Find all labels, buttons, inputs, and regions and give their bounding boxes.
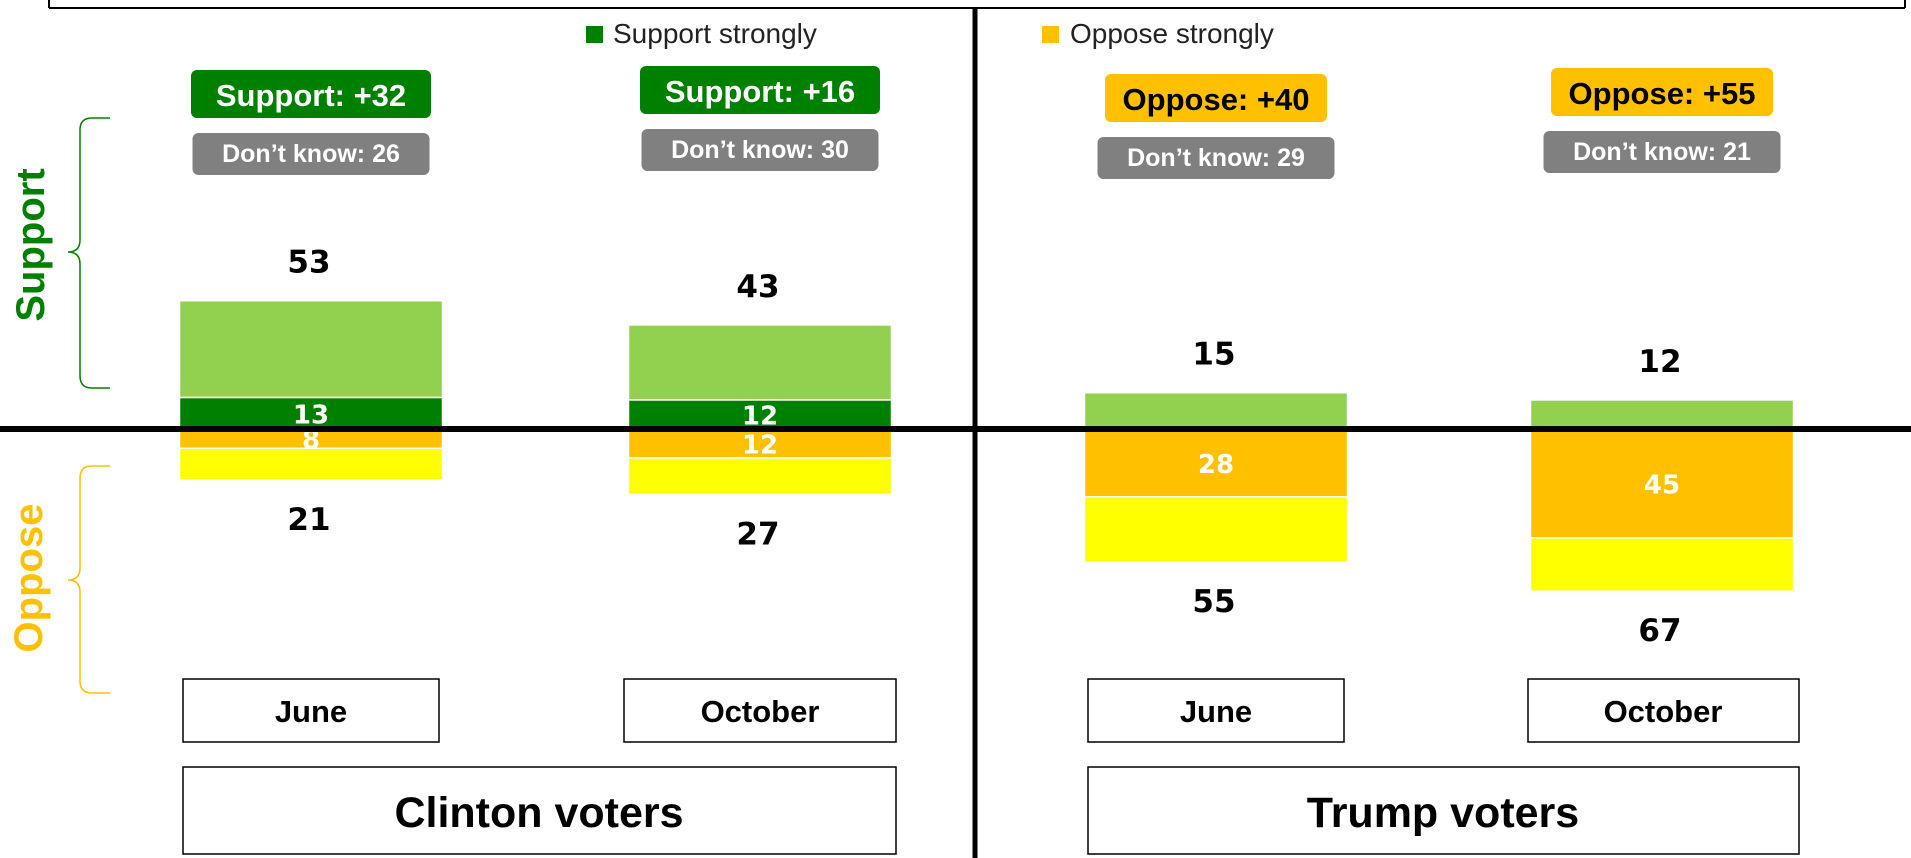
legend-label-oppose-strongly: Oppose strongly (1070, 18, 1274, 49)
bar-support-strongly-0-0 (178, 396, 444, 430)
bar-oppose-other-1-1 (1529, 537, 1795, 592)
group-box-trump (1087, 766, 1800, 855)
net-label-0-1: Support: +16 (665, 74, 855, 109)
dont-know-label-0-0: Don’t know: 26 (222, 140, 400, 168)
dont-know-badge-1-1 (1543, 131, 1781, 173)
dont-know-badge-0-0 (192, 133, 430, 175)
legend-swatch-oppose-strongly (1042, 26, 1059, 43)
label-support-strongly-0-0: 13 (293, 400, 329, 430)
net-badge-1-0 (1105, 74, 1327, 122)
dont-know-label-1-1: Don’t know: 21 (1573, 138, 1751, 166)
period-labels: June October June October (182, 678, 1800, 743)
bar-support-other-1-1 (1529, 399, 1795, 430)
label-oppose-strongly-1-1: 45 (1644, 470, 1680, 500)
bar-oppose-strongly-1-1 (1529, 428, 1795, 539)
net-badge-0-0 (191, 70, 431, 118)
bar-support-other-1-0 (1083, 391, 1349, 430)
period-box-trump-october (1527, 678, 1800, 743)
bar-support-other-0-0 (178, 299, 444, 399)
period-label-clinton-october: October (701, 694, 820, 729)
net-label-1-0: Oppose: +40 (1123, 82, 1310, 117)
group-box-clinton (182, 766, 897, 855)
legend: Support strongly Oppose strongly (586, 18, 1274, 49)
net-label-1-1: Oppose: +55 (1569, 76, 1756, 111)
dont-know-label-1-0: Don’t know: 29 (1127, 144, 1305, 172)
bars-layer: 138 53 21 Support: +32 Don’t know: 26 12 12 43 2… (178, 66, 1795, 649)
label-oppose-total-0-1: 27 (736, 516, 779, 552)
label-oppose-strongly-0-0: 8 (302, 426, 320, 456)
group-label-trump: Trump voters (1307, 789, 1579, 837)
net-badge-1-1 (1551, 68, 1773, 116)
legend-label-support-strongly: Support strongly (613, 18, 817, 49)
label-oppose-total-1-0: 55 (1192, 584, 1235, 620)
period-label-clinton-june: June (275, 694, 347, 729)
dont-know-label-0-1: Don’t know: 30 (671, 136, 849, 164)
label-support-total-1-1: 12 (1638, 344, 1681, 380)
label-oppose-strongly-1-0: 28 (1198, 450, 1234, 480)
oppose-brace (67, 465, 110, 694)
period-label-trump-june: June (1180, 694, 1252, 729)
bar-oppose-other-1-0 (1083, 496, 1349, 563)
bar-oppose-strongly-1-0 (1083, 428, 1349, 498)
label-support-total-0-1: 43 (736, 269, 779, 305)
support-brace (67, 117, 110, 389)
legend-swatch-support-strongly (586, 26, 603, 43)
group-label-clinton: Clinton voters (394, 789, 683, 837)
label-support-total-1-0: 15 (1192, 337, 1235, 373)
net-label-0-0: Support: +32 (216, 78, 406, 113)
label-oppose-total-1-1: 67 (1638, 613, 1681, 649)
support-axis-label: Support (9, 168, 53, 321)
bar-oppose-strongly-0-1 (627, 428, 893, 459)
bar-oppose-other-0-1 (627, 457, 893, 496)
dont-know-badge-0-1 (641, 129, 879, 171)
label-oppose-total-0-0: 21 (287, 502, 330, 538)
label-support-total-0-0: 53 (287, 245, 330, 281)
label-oppose-strongly-0-1: 12 (742, 431, 778, 461)
period-box-clinton-october (623, 678, 897, 743)
group-labels: Clinton voters Trump voters (182, 766, 1800, 855)
bar-support-strongly-0-1 (627, 399, 893, 430)
bar-support-other-0-1 (627, 324, 893, 401)
bar-oppose-other-0-0 (178, 447, 444, 481)
dont-know-badge-1-0 (1097, 137, 1335, 179)
period-box-clinton-june (182, 678, 440, 743)
oppose-axis-label: Oppose (7, 504, 51, 653)
period-box-trump-june (1087, 678, 1345, 743)
net-badge-0-1 (640, 66, 880, 114)
period-label-trump-october: October (1604, 694, 1723, 729)
